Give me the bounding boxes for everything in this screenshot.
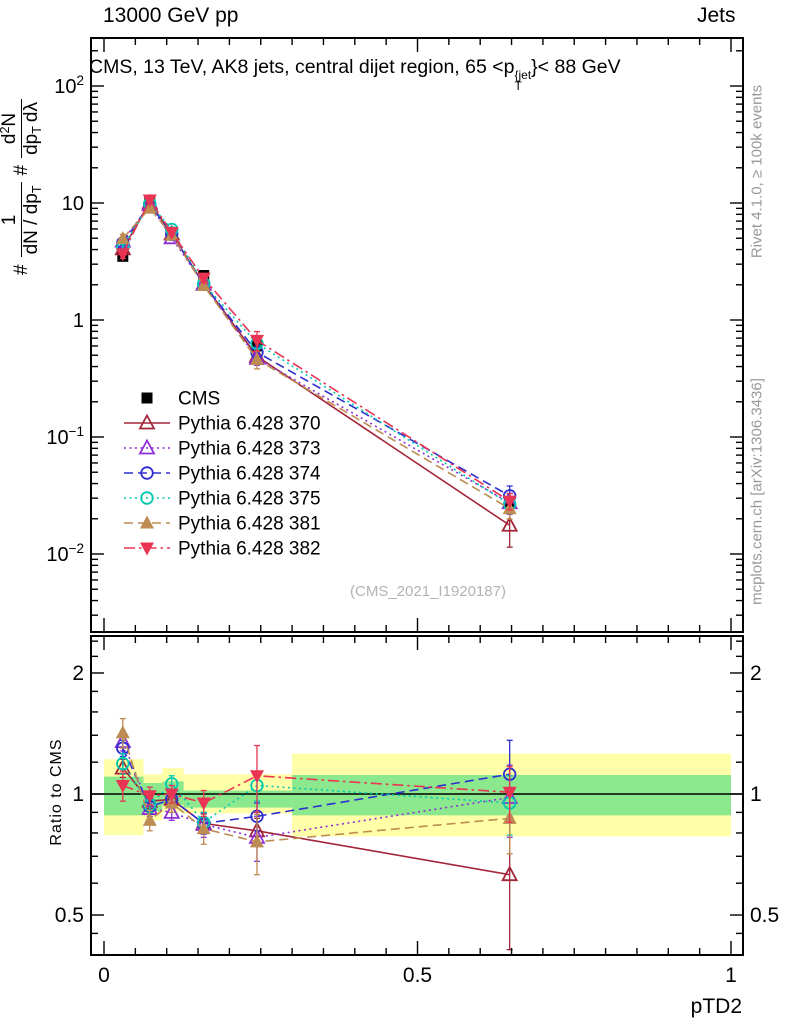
ratio-series-pythia-6-428-382 <box>115 744 517 824</box>
svg-text:2: 2 <box>72 662 84 685</box>
ratio-y-axis-label: Ratio to CMS <box>48 738 65 846</box>
legend: CMS Pythia 6.428 370 Pythia 6.428 373 Pythi… <box>124 389 321 560</box>
svg-text:10−1: 10−1 <box>46 424 84 449</box>
main-series-pythia-6-428-382 <box>115 194 517 511</box>
rivet-version-note: Rivet 4.1.0, ≥ 100k events <box>748 84 766 259</box>
svg-text:1: 1 <box>725 964 737 987</box>
ylabel-hash-1: # <box>11 264 32 275</box>
subtitle-text: CMS, 13 TeV, AK8 jets, central dijet reg… <box>89 56 515 78</box>
subtitle-subscript: T <box>514 78 522 93</box>
svg-text:0.5: 0.5 <box>403 964 432 987</box>
main-y-axis-label: # 1 dN / dpT # d2N dpTdλ <box>0 37 49 337</box>
x-axis-title: pTD2 <box>691 995 742 1018</box>
svg-text:0.5: 0.5 <box>55 904 84 927</box>
svg-text:Pythia 6.428 382: Pythia 6.428 382 <box>178 539 321 560</box>
svg-text:1: 1 <box>72 783 84 806</box>
ylabel-hash-2: # <box>11 164 32 176</box>
ylabel-fraction-2: d2N dpTdλ <box>0 99 45 158</box>
svg-text:2: 2 <box>750 662 762 685</box>
svg-text:10−2: 10−2 <box>46 541 84 566</box>
svg-text:Pythia 6.428 373: Pythia 6.428 373 <box>178 439 321 460</box>
subtitle-suffix: }< 88 GeV <box>531 56 621 78</box>
analysis-id-watermark: (CMS_2021_I1920187) <box>350 583 506 600</box>
svg-text:1: 1 <box>73 310 84 332</box>
svg-text:Pythia 6.428 374: Pythia 6.428 374 <box>178 464 321 485</box>
svg-text:0: 0 <box>98 964 110 987</box>
svg-text:Pythia 6.428 381: Pythia 6.428 381 <box>178 514 321 535</box>
svg-text:Pythia 6.428 370: Pythia 6.428 370 <box>178 414 321 435</box>
analysis-category-title: Jets <box>697 4 736 27</box>
svg-text:1: 1 <box>750 783 762 806</box>
svg-text:10: 10 <box>62 193 84 215</box>
svg-text:Pythia 6.428 375: Pythia 6.428 375 <box>178 489 321 510</box>
svg-text:CMS: CMS <box>178 389 220 410</box>
plot-subtitle: CMS, 13 TeV, AK8 jets, central dijet reg… <box>89 56 621 92</box>
mcplots-arxiv-note: mcplots.cern.ch [arXiv:1306.3436] <box>748 378 766 605</box>
subtitle-sup-sub: {jet T <box>514 68 532 93</box>
axis-tick-labels: 102 10 1 10−1 10−2 2 2 1 1 0.5 0.5 0 0.5 1 pTD2 <box>46 73 779 1018</box>
svg-text:0.5: 0.5 <box>750 904 779 927</box>
ylabel-fraction-1: 1 dN / dpT <box>0 182 45 258</box>
axis-ticks <box>91 38 743 955</box>
beam-energy-title: 13000 GeV pp <box>103 4 239 27</box>
subtitle-superscript: {jet <box>514 68 532 82</box>
svg-text:102: 102 <box>54 73 84 98</box>
